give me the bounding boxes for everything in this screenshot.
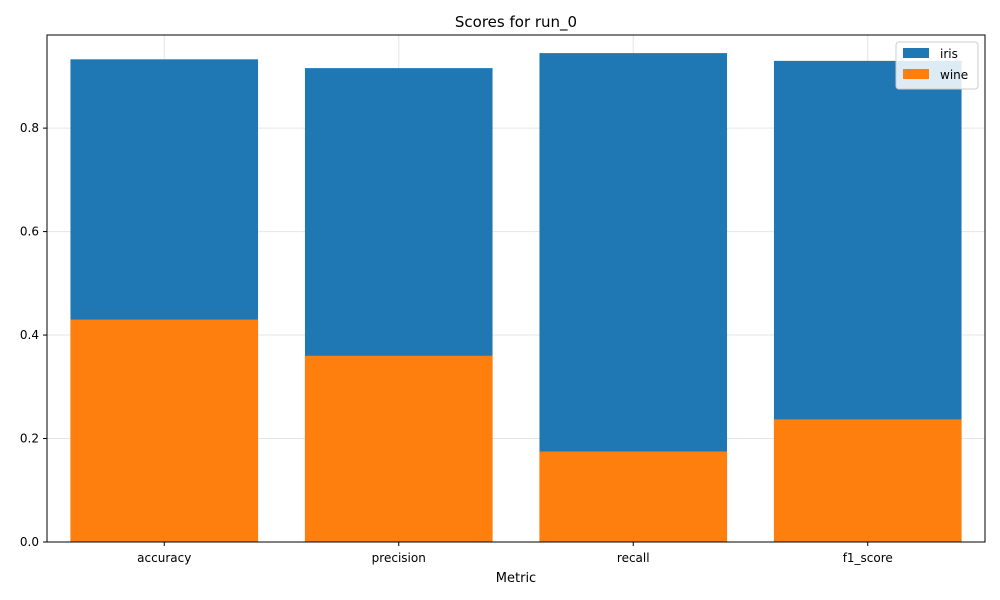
y-tick-label: 0.6 [20, 225, 39, 239]
bar-wine-precision [304, 355, 493, 542]
y-tick-label: 0.4 [20, 328, 39, 342]
x-axis-title: Metric [496, 571, 536, 586]
bars [70, 53, 962, 543]
y-tick-label: 0.2 [20, 432, 39, 446]
y-tick-label: 0.0 [20, 535, 39, 549]
x-tick-label: f1_score [843, 551, 893, 565]
y-tick-label: 0.8 [20, 121, 39, 135]
legend-swatch-iris [903, 48, 929, 58]
legend-label-iris: iris [940, 47, 958, 61]
bar-wine-f1_score [773, 419, 962, 542]
x-axis: accuracy precision recall f1_score [137, 542, 893, 565]
legend-label-wine: wine [940, 68, 968, 82]
plot-frame [46, 34, 986, 543]
legend: iris wine [895, 41, 979, 90]
chart-title: Scores for run_0 [455, 13, 577, 32]
legend-swatch-wine [903, 69, 929, 79]
x-tick-label: precision [372, 551, 426, 565]
bar-wine-recall [539, 451, 728, 542]
bar-wine-accuracy [70, 319, 259, 542]
x-tick-label: recall [617, 551, 650, 565]
x-tick-label: accuracy [137, 551, 191, 565]
y-axis: 0.0 0.2 0.4 0.6 0.8 [20, 121, 47, 549]
